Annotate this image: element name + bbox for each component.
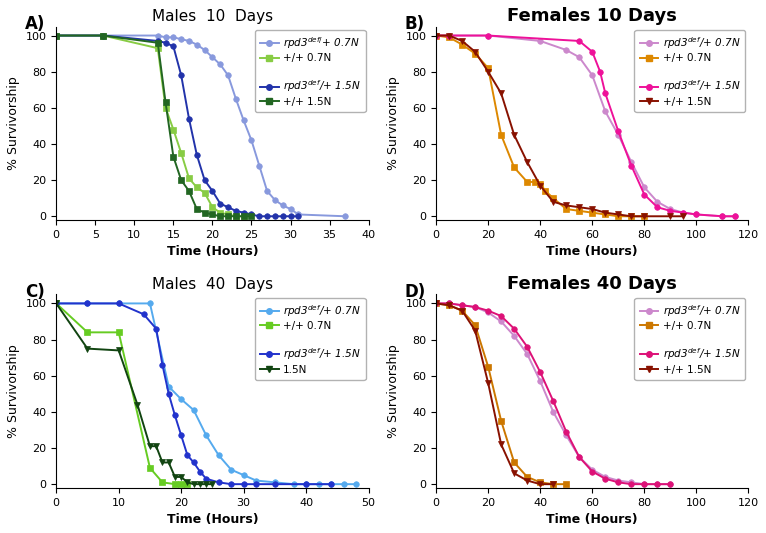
- Y-axis label: % Survivorship: % Survivorship: [387, 344, 400, 438]
- Y-axis label: % Survivorship: % Survivorship: [7, 76, 20, 170]
- Legend: rpd3$^{def}$/+ 0.7N, +/+ 0.7N, , rpd3$^{def}$/+ 1.5N, +/+ 1.5N: rpd3$^{def}$/+ 0.7N, +/+ 0.7N, , rpd3$^{…: [634, 30, 745, 112]
- Text: B): B): [405, 15, 425, 33]
- Text: D): D): [405, 283, 426, 301]
- X-axis label: Time (Hours): Time (Hours): [546, 245, 638, 258]
- X-axis label: Time (Hours): Time (Hours): [167, 513, 258, 526]
- X-axis label: Time (Hours): Time (Hours): [167, 245, 258, 258]
- Text: C): C): [25, 283, 44, 301]
- Text: A): A): [25, 15, 45, 33]
- Legend: rpd3$^{def}$/+ 0.7N, +/+ 0.7N, , rpd3$^{def}$/+ 1.5N, +/+ 1.5N: rpd3$^{def}$/+ 0.7N, +/+ 0.7N, , rpd3$^{…: [634, 297, 745, 380]
- Y-axis label: % Survivorship: % Survivorship: [387, 76, 400, 170]
- Title: Females 10 Days: Females 10 Days: [507, 7, 677, 25]
- Title: Males  40  Days: Males 40 Days: [152, 277, 273, 292]
- Title: Females 40 Days: Females 40 Days: [507, 275, 677, 293]
- Title: Males  10  Days: Males 10 Days: [152, 9, 273, 24]
- Y-axis label: % Survivorship: % Survivorship: [7, 344, 20, 438]
- Legend: rpd3$^{def}$/+ 0.7N, +/+ 0.7N, , rpd3$^{def}$/+ 1.5N, 1.5N: rpd3$^{def}$/+ 0.7N, +/+ 0.7N, , rpd3$^{…: [254, 297, 365, 380]
- Legend: rpd3$^{def/}$+ 0.7N, +/+ 0.7N, , rpd3$^{def}$/+ 1.5N, +/+ 1.5N: rpd3$^{def/}$+ 0.7N, +/+ 0.7N, , rpd3$^{…: [254, 30, 365, 112]
- X-axis label: Time (Hours): Time (Hours): [546, 513, 638, 526]
